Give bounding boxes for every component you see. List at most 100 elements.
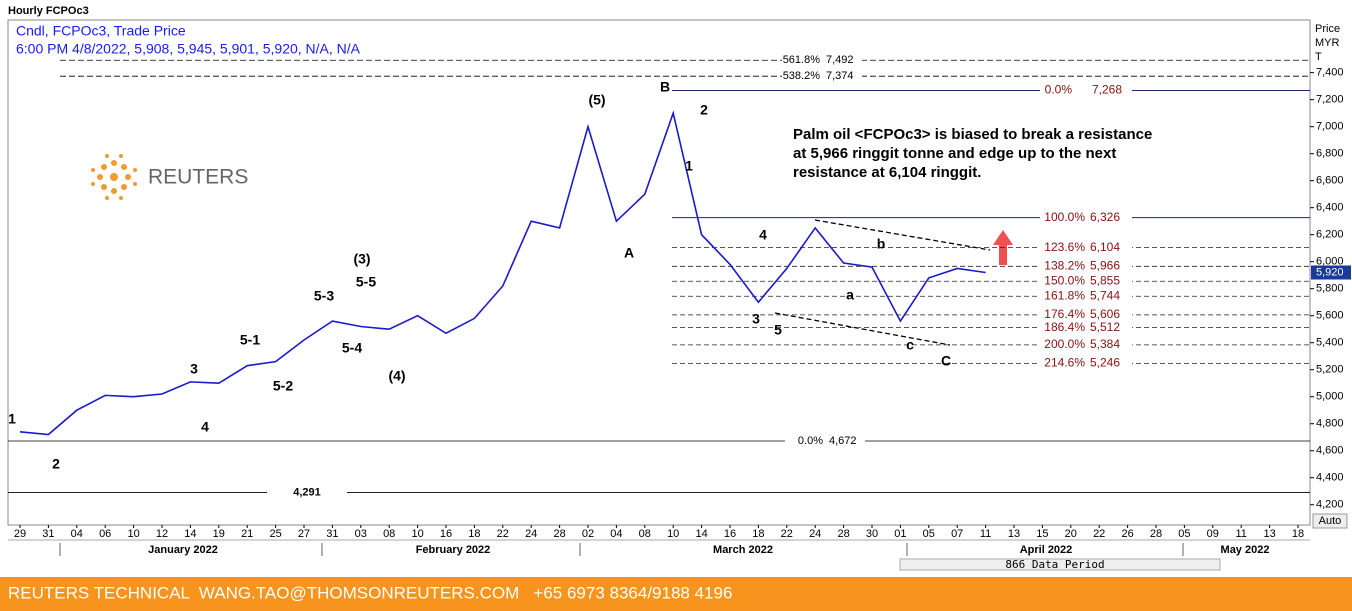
y-tick-label: 7,400	[1316, 67, 1344, 79]
label-bg	[1040, 307, 1132, 322]
x-tick-label: 28	[1150, 528, 1162, 540]
month-label: January 2022	[148, 544, 218, 556]
x-tick-label: 22	[781, 528, 793, 540]
x-tick-label: 18	[1292, 528, 1304, 540]
last-price: 5,920	[1316, 266, 1344, 278]
wave-label: 2	[52, 456, 60, 472]
x-tick-label: 07	[951, 528, 963, 540]
y-tick-label: 6,200	[1316, 229, 1344, 241]
label-bg	[1040, 356, 1132, 371]
fib-value: 5,606	[1090, 307, 1120, 321]
y-tick-label: 5,200	[1316, 364, 1344, 376]
wave-label: 2	[700, 102, 708, 118]
x-tick-label: 01	[894, 528, 906, 540]
x-tick-label: 19	[213, 528, 225, 540]
price-line	[19, 110, 986, 436]
wave-label: (4)	[388, 368, 405, 384]
y-tick-label: 6,400	[1316, 202, 1344, 214]
x-tick-label: 21	[241, 528, 253, 540]
x-tick-label: 29	[14, 528, 26, 540]
fib-value: 6,326	[1090, 210, 1120, 224]
trend-line	[814, 219, 991, 251]
x-tick-label: 24	[809, 528, 821, 540]
trend-line	[774, 312, 951, 346]
x-tick-label: 12	[156, 528, 168, 540]
level-value: 7,374	[826, 70, 854, 82]
x-tick-label: 24	[525, 528, 537, 540]
x-tick-label: 13	[1008, 528, 1020, 540]
fib-pct: 186.4%	[1044, 320, 1085, 334]
x-tick-label: 31	[42, 528, 54, 540]
fib-value: 5,855	[1090, 273, 1120, 287]
x-tick-label: 18	[468, 528, 480, 540]
y-tick-label: 6,000	[1316, 256, 1344, 268]
wave-label: 5-4	[342, 340, 362, 356]
x-tick-label: 14	[695, 528, 707, 540]
x-tick-label: 31	[326, 528, 338, 540]
wave-label: (5)	[588, 92, 605, 108]
month-label: March 2022	[713, 544, 773, 556]
fib-value: 5,966	[1090, 258, 1120, 272]
x-tick-label: 11	[1235, 528, 1246, 540]
level-value: 4,291	[293, 486, 321, 498]
wave-label: 5-1	[240, 332, 260, 348]
wave-label: A	[624, 245, 634, 261]
footer-text: REUTERS TECHNICAL WANG.TAO@THOMSONREUTER…	[8, 583, 732, 602]
wave-label: C	[941, 353, 951, 369]
x-tick-label: 10	[667, 528, 679, 540]
y-tick-label: 5,400	[1316, 337, 1344, 349]
fib-pct: 176.4%	[1044, 307, 1085, 321]
y-tick-label: 5,600	[1316, 310, 1344, 322]
x-tick-label: 22	[1093, 528, 1105, 540]
x-tick-label: 03	[355, 528, 367, 540]
x-tick-label: 04	[610, 528, 622, 540]
label-bg	[1040, 83, 1132, 98]
fib-pct: 138.2%	[1044, 258, 1085, 272]
wave-label: a	[846, 287, 854, 303]
fib-value: 7,268	[1092, 83, 1122, 97]
label-bg	[1040, 259, 1132, 274]
x-tick-label: 13	[1263, 528, 1275, 540]
label-bg	[782, 54, 862, 67]
axis-title: MYR	[1315, 37, 1340, 49]
auto-button[interactable]	[1312, 513, 1348, 529]
x-tick-label: 09	[1207, 528, 1219, 540]
instrument: Cndl, FCPOc3, Trade Price	[16, 23, 186, 39]
footer-bar	[0, 577, 1352, 611]
x-tick-label: 14	[184, 528, 196, 540]
y-tick-label: 7,000	[1316, 121, 1344, 133]
y-tick-label: 6,600	[1316, 175, 1344, 187]
level-value: 4,672	[829, 435, 857, 447]
label-bg	[785, 435, 865, 448]
month-label: April 2022	[1020, 544, 1073, 556]
fib-pct: 150.0%	[1044, 273, 1085, 287]
label-bg	[782, 70, 862, 83]
x-tick-label: 04	[71, 528, 83, 540]
x-tick-label: 28	[837, 528, 849, 540]
x-tick-label: 10	[127, 528, 139, 540]
x-tick-label: 16	[440, 528, 452, 540]
month-label: February 2022	[416, 544, 491, 556]
y-tick-label: 5,000	[1316, 391, 1344, 403]
level-value: 7,492	[826, 54, 854, 66]
wave-label: 4	[759, 227, 767, 243]
label-bg	[1040, 320, 1132, 335]
axis-title: T	[1315, 51, 1322, 63]
label-bg	[1040, 240, 1132, 255]
label-bg	[267, 486, 347, 499]
x-tick-label: 25	[269, 528, 281, 540]
x-tick-label: 27	[298, 528, 310, 540]
month-label: May 2022	[1221, 544, 1270, 556]
x-tick-label: 08	[383, 528, 395, 540]
wave-label: (3)	[353, 251, 370, 267]
fib-value: 5,384	[1090, 337, 1120, 351]
x-tick-label: 15	[1036, 528, 1048, 540]
window-title: Hourly FCPOc3	[8, 5, 89, 17]
y-tick-label: 4,400	[1316, 472, 1344, 484]
fib-pct: 123.6%	[1044, 240, 1085, 254]
x-tick-label: 22	[497, 528, 509, 540]
y-tick-label: 7,200	[1316, 94, 1344, 106]
x-tick-label: 05	[923, 528, 935, 540]
logo-text: REUTERS	[148, 166, 248, 189]
